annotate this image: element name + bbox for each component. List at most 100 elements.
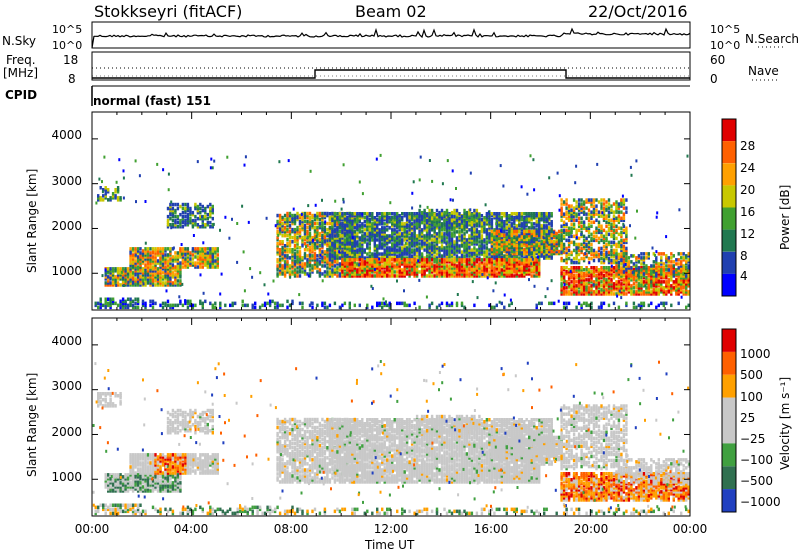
heatmap-cell — [398, 268, 401, 272]
heatmap-cell — [343, 260, 347, 264]
heatmap-cell — [498, 233, 501, 238]
heatmap-cell — [159, 257, 162, 261]
heatmap-cell — [535, 251, 538, 256]
heatmap-cell — [383, 240, 386, 244]
heatmap-cell — [149, 277, 152, 281]
heatmap-cell — [468, 246, 471, 250]
heatmap-cell — [440, 260, 444, 264]
heatmap-cell — [366, 270, 369, 274]
heatmap-cell — [543, 233, 546, 238]
heatmap-cell — [388, 246, 391, 250]
heatmap-cell — [575, 218, 578, 222]
heatmap-cell — [505, 266, 508, 270]
heatmap-cell — [475, 254, 479, 258]
heatmap-cell — [206, 247, 209, 251]
heatmap-cell — [445, 270, 449, 274]
heatmap-cell — [381, 258, 384, 262]
heatmap-cell — [640, 305, 643, 310]
heatmap-cell — [485, 256, 489, 260]
heatmap-cell — [343, 272, 347, 276]
heatmap-cell — [368, 228, 371, 232]
heatmap-cell — [505, 218, 508, 222]
heatmap-cell — [111, 196, 115, 200]
heatmap-cell — [443, 232, 446, 236]
heatmap-cell — [341, 238, 344, 242]
heatmap-cell — [126, 297, 130, 301]
heatmap-cell — [174, 255, 177, 259]
heatmap-cell — [430, 268, 434, 272]
heatmap-cell — [346, 218, 349, 222]
heatmap-cell — [433, 274, 436, 278]
heatmap-cell — [485, 270, 489, 274]
heatmap-cell — [602, 202, 606, 206]
heatmap-cell — [331, 240, 334, 244]
heatmap-cell — [129, 299, 132, 304]
heatmap-cell — [498, 274, 501, 278]
heatmap-cell — [276, 258, 279, 262]
heatmap-cell — [590, 214, 593, 218]
heatmap-cell — [401, 260, 404, 264]
heatmap-cell — [433, 250, 436, 254]
heatmap-cell — [607, 303, 611, 308]
heatmap-cell — [111, 192, 115, 196]
heatmap-cell — [136, 269, 140, 273]
heatmap-cell — [134, 263, 137, 267]
heatmap-cell — [572, 212, 576, 216]
heatmap-cell — [443, 260, 446, 264]
heatmap-cell — [331, 212, 334, 216]
heatmap-cell — [423, 242, 426, 246]
heatmap-cell — [540, 254, 543, 258]
heatmap-cell — [318, 231, 322, 236]
heatmap-cell — [538, 222, 541, 226]
heatmap-cell — [303, 233, 307, 238]
heatmap-cell — [463, 236, 466, 240]
heatmap-cell — [313, 231, 317, 236]
heatmap-cell — [371, 224, 374, 228]
heatmap-cell — [321, 238, 324, 242]
heatmap-cell — [600, 230, 603, 235]
heatmap-cell — [548, 238, 551, 242]
heatmap-cell — [405, 234, 409, 238]
heatmap-cell — [562, 228, 566, 233]
heatmap-cell — [560, 274, 563, 278]
heatmap-cell — [543, 237, 546, 242]
heatmap-cell — [597, 246, 601, 251]
heatmap-cell — [388, 256, 391, 260]
heatmap-cell — [523, 239, 526, 244]
heatmap-cell — [465, 230, 469, 234]
heatmap-cell — [146, 257, 150, 261]
heatmap-cell — [286, 219, 289, 224]
heatmap-cell — [296, 231, 299, 236]
heatmap-cell — [520, 274, 523, 278]
heatmap-cell — [134, 301, 137, 306]
heatmap-cell — [107, 279, 110, 283]
heatmap-cell — [151, 271, 155, 275]
heatmap-cell — [386, 252, 389, 256]
heatmap-cell — [420, 258, 424, 262]
heatmap-cell — [423, 228, 426, 232]
heatmap-cell — [488, 220, 491, 224]
heatmap-cell — [485, 236, 489, 240]
heatmap-cell — [366, 252, 369, 256]
heatmap-cell — [358, 228, 361, 232]
heatmap-cell — [378, 301, 381, 306]
heatmap-cell — [490, 235, 494, 240]
heatmap-cell — [378, 218, 381, 222]
heatmap-cell — [413, 266, 416, 270]
heatmap-cell — [545, 216, 548, 220]
heatmap-cell — [572, 242, 576, 247]
heatmap-cell — [435, 252, 439, 256]
heatmap-cell — [495, 226, 498, 230]
heatmap-cell — [620, 246, 623, 251]
heatmap-cell — [520, 247, 523, 252]
heatmap-cell — [278, 270, 282, 274]
heatmap-cell — [336, 268, 339, 272]
heatmap-cell — [179, 263, 182, 267]
heatmap-cell — [503, 214, 506, 218]
heatmap-cell — [161, 253, 165, 257]
heatmap-cell — [328, 274, 332, 278]
heatmap-cell — [670, 303, 673, 308]
heatmap-cell — [179, 255, 182, 259]
heatmap-cell — [201, 265, 204, 269]
heatmap-cell — [420, 236, 424, 240]
